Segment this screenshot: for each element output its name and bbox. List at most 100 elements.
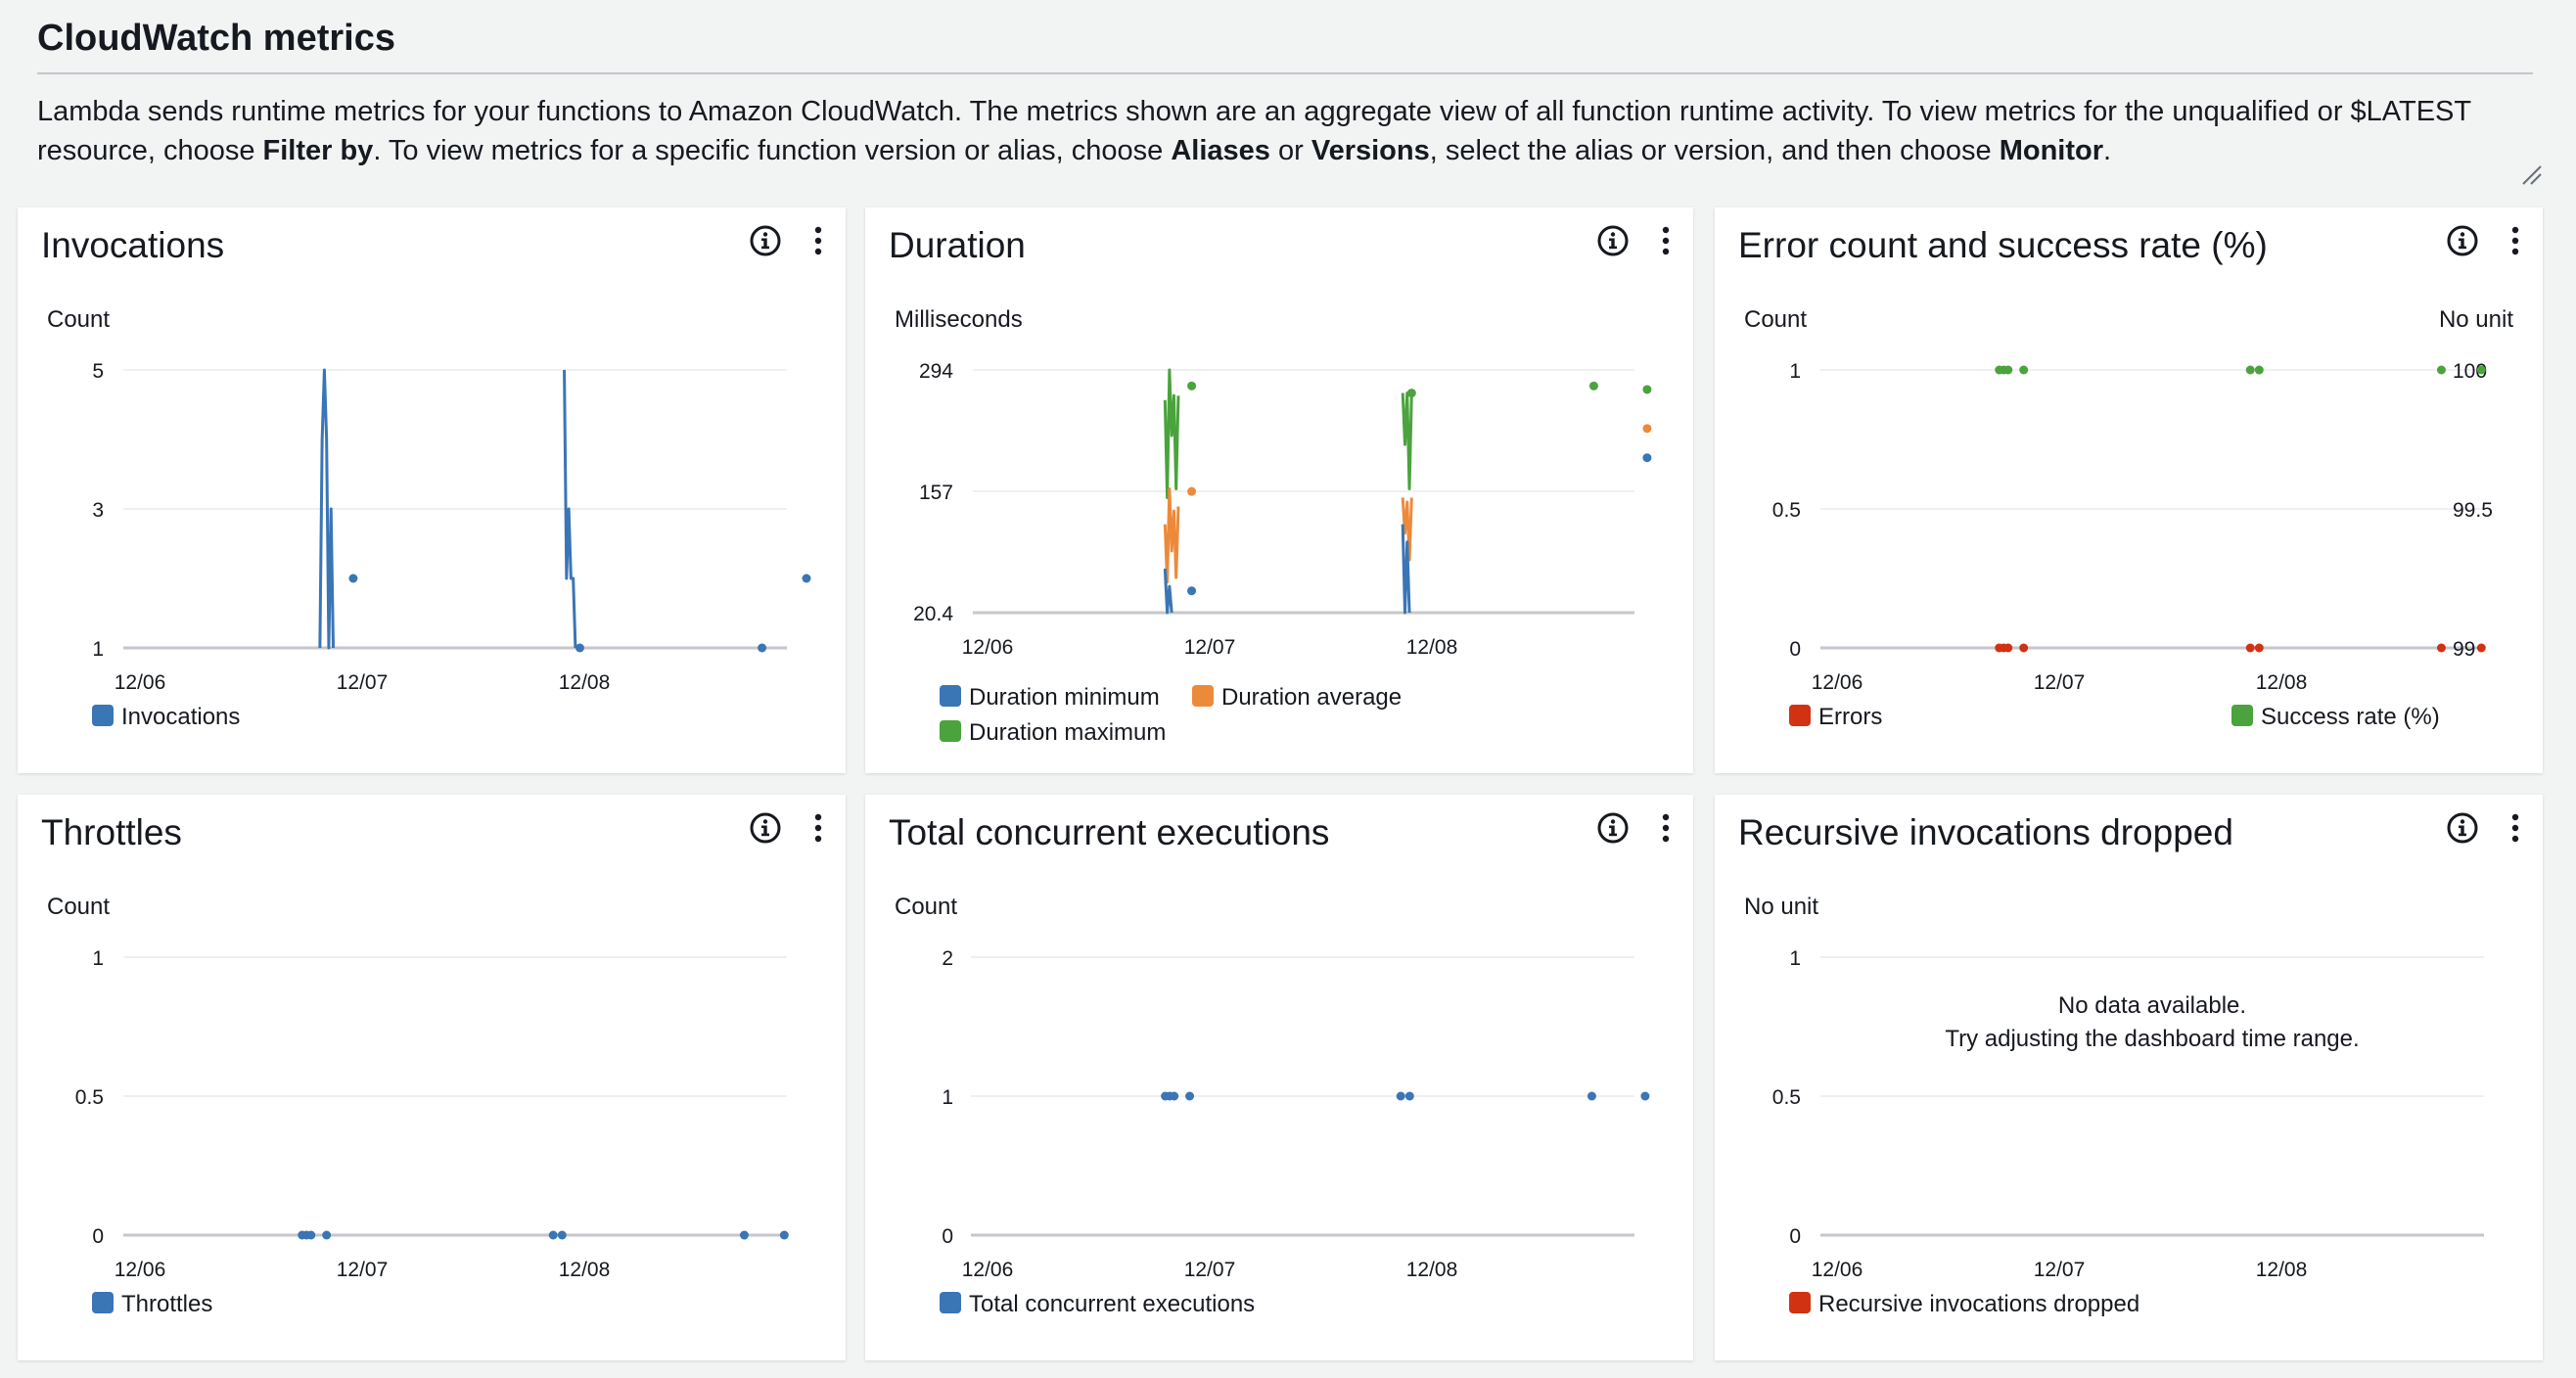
x-tick-label: 12/06 <box>962 636 1014 659</box>
description-text: . <box>2103 135 2112 166</box>
panel-concurrent: Total concurrent executions Count 2 1 0 12/0… <box>865 795 1693 1360</box>
panel-title: Total concurrent executions <box>889 812 1330 852</box>
vertical-ellipsis-icon[interactable] <box>801 223 836 258</box>
data-point <box>2245 643 2255 653</box>
vertical-ellipsis-icon[interactable] <box>2498 810 2533 846</box>
legend-label[interactable]: Recursive invocations dropped <box>1818 1291 2139 1317</box>
legend-label[interactable]: Duration minimum <box>969 684 1160 711</box>
x-tick-label: 12/07 <box>1184 636 1236 659</box>
data-point <box>2436 643 2446 653</box>
info-circle-icon[interactable] <box>748 223 783 258</box>
legend-item[interactable]: Errors <box>1789 704 1882 730</box>
legend-item[interactable]: Total concurrent executions <box>940 1291 1255 1317</box>
throttles-chart: Count 1 0.5 0 12/06 12/07 12/08 Throttles <box>47 894 789 1317</box>
legend-label[interactable]: Total concurrent executions <box>969 1291 1255 1317</box>
legend-item[interactable]: Invocations <box>92 704 240 730</box>
legend-swatch <box>940 720 961 742</box>
series-duration-maximum <box>1163 368 1652 500</box>
legend-label[interactable]: Invocations <box>121 704 240 730</box>
x-tick-label: 12/06 <box>115 1259 166 1281</box>
page-title: CloudWatch metrics <box>37 18 395 59</box>
data-point <box>1187 381 1197 390</box>
legend-label[interactable]: Duration average <box>1221 684 1402 711</box>
vertical-ellipsis-icon[interactable] <box>1648 223 1683 258</box>
info-circle-icon[interactable] <box>2445 810 2480 846</box>
legend-item[interactable]: Duration minimum <box>940 684 1160 711</box>
series-line <box>1163 486 1180 584</box>
y-tick-label: 5 <box>92 360 104 383</box>
data-point <box>2436 365 2446 375</box>
data-point <box>779 1230 789 1240</box>
legend-item[interactable]: Duration maximum <box>940 719 1166 746</box>
vertical-ellipsis-icon[interactable] <box>801 810 836 846</box>
legend-item[interactable]: Recursive invocations dropped <box>1789 1291 2139 1317</box>
y-tick-label: 1 <box>92 947 104 970</box>
series-duration-average <box>1163 424 1652 584</box>
x-tick-label: 12/07 <box>1184 1259 1236 1281</box>
y-axis-label: Count <box>47 894 110 920</box>
data-point <box>557 1230 567 1240</box>
legend-label[interactable]: Success rate (%) <box>2261 704 2440 730</box>
y-tick-label: 1 <box>1789 947 1801 970</box>
data-point <box>2019 365 2029 375</box>
y-tick-label: 0.5 <box>75 1086 104 1109</box>
x-tick-label: 12/06 <box>962 1259 1014 1281</box>
legend-swatch <box>1789 1292 1811 1313</box>
series-throttles <box>298 1230 789 1240</box>
vertical-ellipsis-icon[interactable] <box>2498 223 2533 258</box>
y-tick-label: 1 <box>92 638 104 661</box>
y-axis-label-right: No unit <box>2439 306 2513 333</box>
series-line <box>1401 524 1411 615</box>
data-point <box>2476 643 2486 653</box>
data-point <box>1642 424 1652 434</box>
y-tick-label-right: 99.5 <box>2453 499 2493 522</box>
data-point <box>2245 365 2255 375</box>
versions-text: Versions <box>1311 135 1430 166</box>
y-tick-label: 20.4 <box>913 603 953 625</box>
panel-recursive: Recursive invocations dropped No unit 1 0.… <box>1715 795 2543 1360</box>
legend-label[interactable]: Errors <box>1818 704 1882 730</box>
legend-swatch <box>1789 705 1811 726</box>
vertical-ellipsis-icon[interactable] <box>1648 810 1683 846</box>
series-invocations <box>318 368 811 653</box>
legend-item[interactable]: Success rate (%) <box>2231 704 2440 730</box>
data-point <box>2019 643 2029 653</box>
data-point <box>2003 365 2013 375</box>
data-point <box>306 1230 316 1240</box>
data-point <box>1640 1091 1650 1101</box>
x-tick-label: 12/07 <box>337 671 389 694</box>
legend-label[interactable]: Duration maximum <box>969 719 1166 746</box>
series-duration-minimum <box>1163 453 1652 615</box>
info-circle-icon[interactable] <box>1595 223 1631 258</box>
x-tick-label: 12/07 <box>2034 671 2086 694</box>
y-axis-label: Count <box>895 894 957 920</box>
data-point <box>348 574 358 583</box>
duration-chart: Milliseconds 294 157 20.4 12/06 12/07 12/08 Dur… <box>895 306 1652 746</box>
series-line <box>1163 368 1180 500</box>
y-tick-label: 0 <box>92 1225 104 1248</box>
data-point <box>1406 389 1416 398</box>
info-circle-icon[interactable] <box>748 810 783 846</box>
legend-item[interactable]: Duration average <box>1192 684 1402 711</box>
info-circle-icon[interactable] <box>2445 223 2480 258</box>
data-point <box>758 643 767 653</box>
legend-label[interactable]: Throttles <box>121 1291 212 1317</box>
y-axis-label: Milliseconds <box>895 306 1023 333</box>
y-axis-label: Count <box>47 306 110 333</box>
panel-title: Throttles <box>41 812 182 852</box>
data-point <box>548 1230 558 1240</box>
panel-invocations: Invocations Count 5 3 1 12/06 12/07 12/08 Invoc… <box>18 207 846 773</box>
series-line <box>1401 391 1413 490</box>
invocations-chart: Count 5 3 1 12/06 12/07 12/08 Invocations <box>47 306 811 730</box>
data-point <box>1404 1091 1414 1101</box>
legend-swatch <box>940 685 961 707</box>
resize-handle-icon[interactable] <box>2521 164 2543 186</box>
y-tick-label: 0 <box>1789 638 1801 661</box>
y-tick-label: 0.5 <box>1772 499 1801 522</box>
x-tick-label: 12/07 <box>2034 1259 2086 1281</box>
info-circle-icon[interactable] <box>1595 810 1631 846</box>
legend-item[interactable]: Throttles <box>92 1291 212 1317</box>
legend-swatch <box>940 1292 961 1313</box>
x-tick-label: 12/08 <box>559 1259 611 1281</box>
data-point <box>322 1230 332 1240</box>
